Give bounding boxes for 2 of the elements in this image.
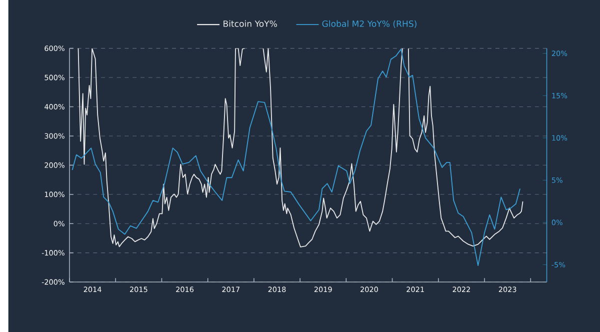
legend-label: Global M2 YoY% (RHS)	[322, 20, 416, 28]
legend-label: Bitcoin YoY%	[224, 20, 277, 27]
